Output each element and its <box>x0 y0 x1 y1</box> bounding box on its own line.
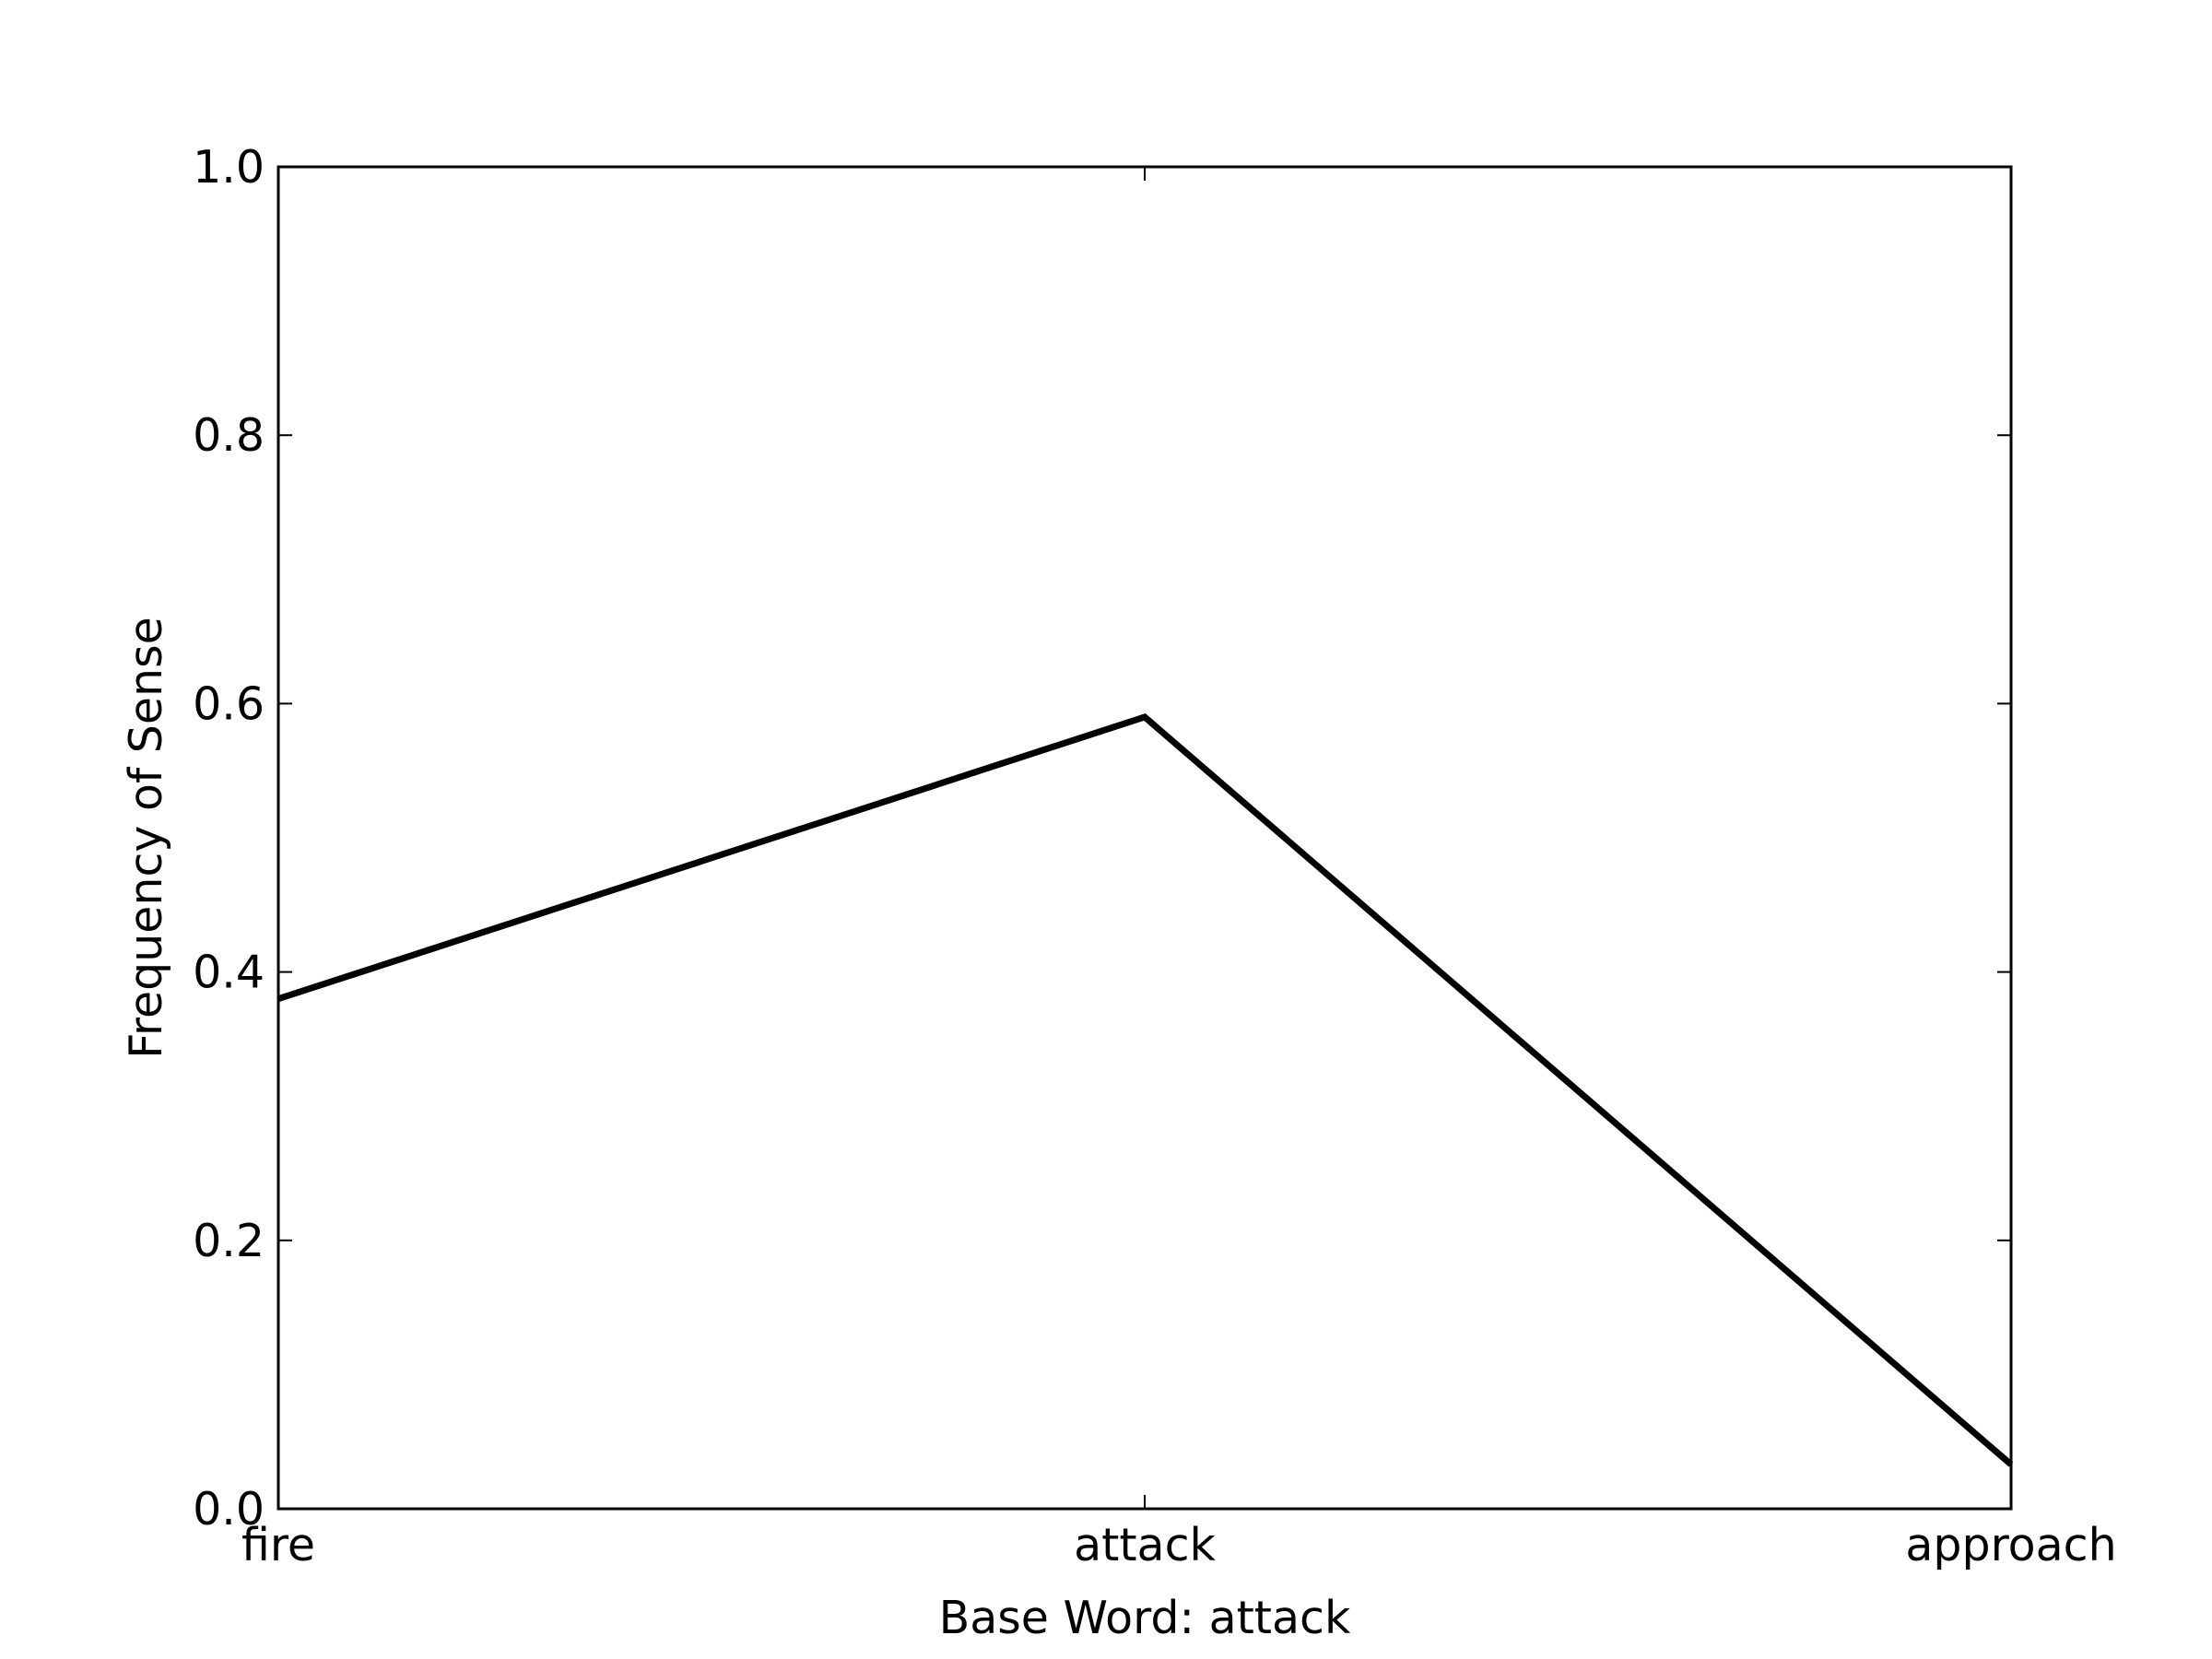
y-tick-label: 1.0 <box>193 141 265 194</box>
y-tick-label: 0.8 <box>193 409 265 462</box>
x-tick-label: fire <box>241 1519 315 1571</box>
x-axis-label: Base Word: attack <box>939 1592 1351 1644</box>
y-tick-label: 0.2 <box>193 1215 265 1267</box>
ticks-layer <box>277 166 2012 1510</box>
x-tick-label: attack <box>1074 1519 1216 1571</box>
plot-area-frame <box>276 165 2013 1511</box>
series-layer <box>276 713 2014 1467</box>
series-line <box>276 713 2014 1467</box>
y-axis-label: Frequency of Sense <box>120 617 172 1059</box>
x-tick-label: approach <box>1905 1519 2116 1571</box>
y-tick-label: 0.4 <box>193 947 265 999</box>
tick-labels-layer: 0.0 0.2 0.4 0.6 0.8 1.0 fire attack approach <box>193 141 2117 1571</box>
y-tick-label: 0.6 <box>193 677 265 730</box>
y-tick-label: 0.0 <box>193 1483 265 1535</box>
